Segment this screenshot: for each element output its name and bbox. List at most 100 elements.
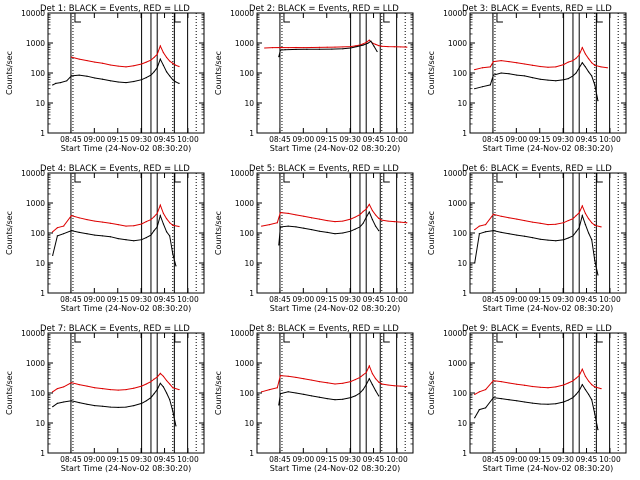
- lld-series-line-point: [406, 385, 408, 388]
- x-tick-label: 08:45: [60, 455, 82, 464]
- y-tick-label: 100: [31, 389, 46, 398]
- y-tick-label: 1000: [235, 199, 254, 208]
- events-series-line-point: [575, 231, 577, 233]
- lld-series-line-point: [524, 384, 526, 386]
- lld-series-line-point: [393, 385, 395, 387]
- events-series-line-point: [125, 406, 127, 408]
- events-series-line-point: [117, 238, 119, 240]
- events-series-line-point: [153, 71, 155, 73]
- lld-series-line-point: [354, 45, 356, 47]
- events-series-line-point: [539, 238, 541, 240]
- events-series-line-point: [159, 382, 161, 384]
- events-series-line-point: [279, 226, 281, 228]
- events-series-line-point: [524, 401, 526, 403]
- events-series-line-point: [492, 74, 494, 76]
- lld-series-line-point: [318, 46, 320, 48]
- events-series-line-point: [287, 225, 289, 227]
- events-series-line-point: [278, 404, 280, 406]
- lld-series-line-point: [141, 223, 143, 225]
- lld-series-line-point: [572, 218, 574, 220]
- events-series-line: [52, 57, 180, 86]
- y-tick-label: 1: [40, 129, 45, 138]
- y-tick-label: 1: [462, 129, 467, 138]
- lld-series-line-point: [272, 47, 274, 49]
- x-tick-label: 09:00: [506, 455, 528, 464]
- lld-series-line-point: [354, 378, 356, 381]
- events-series-line-point: [567, 399, 569, 401]
- events-series-line-point: [70, 75, 72, 77]
- y-tick-label: 10000: [21, 9, 45, 18]
- y-axis-label: Counts/sec: [5, 371, 14, 415]
- y-tick-label: 1: [40, 289, 45, 298]
- events-series-line-point: [584, 224, 587, 226]
- events-series-line-point: [70, 230, 72, 232]
- x-axis-label: Start Time (24-Nov-02 08:30:20): [61, 304, 191, 313]
- x-tick-label: 09:15: [529, 455, 551, 464]
- lld-series-line: [474, 46, 608, 71]
- events-series-line-point: [306, 48, 308, 50]
- events-series-line-point: [539, 403, 541, 405]
- lld-series-line-point: [172, 62, 174, 64]
- panel-title: Det 3: BLACK = Events, RED = LLD: [462, 4, 612, 14]
- lld-series-line-point: [94, 61, 96, 63]
- lld-series-line-point: [478, 391, 480, 393]
- lld-series-line-point: [594, 64, 596, 66]
- lld-series-line-point: [500, 59, 502, 62]
- lld-series-line-point: [295, 214, 297, 216]
- y-tick-label: 100: [453, 229, 468, 238]
- lld-series-line-point: [56, 388, 58, 390]
- lld-series-line-point: [591, 384, 593, 386]
- x-tick-label: 09:30: [552, 455, 574, 464]
- events-series-line-point: [102, 405, 104, 407]
- events-series-line-point: [594, 260, 596, 262]
- events-series-line-point: [278, 56, 280, 58]
- lld-series-line-point: [279, 46, 281, 49]
- lld-series-line-point: [350, 45, 352, 48]
- lld-series-line-point: [489, 66, 491, 68]
- lld-series-line-point: [153, 56, 155, 59]
- lld-series-line-point: [368, 203, 370, 205]
- events-series-line-point: [572, 235, 574, 237]
- events-series-line-point: [311, 228, 313, 231]
- events-series-line-point: [117, 406, 119, 409]
- lld-series-line-point: [153, 216, 155, 218]
- x-tick-label: 08:45: [482, 455, 504, 464]
- lld-series-line-point: [334, 383, 336, 385]
- lld-series-line-point: [516, 383, 518, 385]
- events-series-line-point: [165, 231, 168, 233]
- events-series-line-point: [478, 233, 480, 235]
- lld-series-line-point: [387, 45, 389, 48]
- lld-series-line-point: [311, 379, 313, 381]
- lld-series-line: [52, 203, 180, 233]
- events-series-line-point: [350, 47, 352, 49]
- events-series-line-point: [581, 215, 583, 217]
- lld-series-line-point: [406, 222, 408, 224]
- panel-4: Det 4: BLACK = Events, RED = LLD Counts/s…: [5, 164, 205, 313]
- events-series-line-point: [78, 401, 80, 404]
- lld-series-line-point: [279, 211, 281, 214]
- events-series-line-point: [334, 399, 336, 401]
- x-tick-label: 08:45: [482, 295, 504, 304]
- lld-series-line-point: [563, 384, 565, 386]
- lld-series-line-point: [516, 62, 518, 64]
- events-series-line-point: [547, 79, 549, 81]
- events-series-line-point: [150, 397, 152, 399]
- y-axis-label: Counts/sec: [427, 51, 436, 95]
- events-series-line-point: [159, 215, 161, 217]
- x-tick-label: 09:00: [84, 135, 106, 144]
- events-series-line-point: [295, 48, 297, 51]
- y-tick-label: 10000: [230, 329, 254, 338]
- x-axis-label: Start Time (24-Nov-02 08:30:20): [270, 144, 400, 153]
- events-series-line-point: [109, 80, 111, 82]
- y-tick-label: 1: [462, 449, 467, 458]
- events-series-line-point: [378, 395, 380, 397]
- lld-series-line-point: [261, 225, 263, 227]
- events-series-line-point: [524, 75, 526, 77]
- lld-series-line-point: [555, 386, 557, 388]
- events-series-line-point: [56, 402, 58, 405]
- events-series-line-point: [547, 239, 549, 241]
- lld-series-line-point: [362, 210, 364, 213]
- y-tick-label: 10000: [443, 329, 467, 338]
- events-series-line-point: [365, 216, 367, 219]
- events-series-line-point: [70, 400, 72, 402]
